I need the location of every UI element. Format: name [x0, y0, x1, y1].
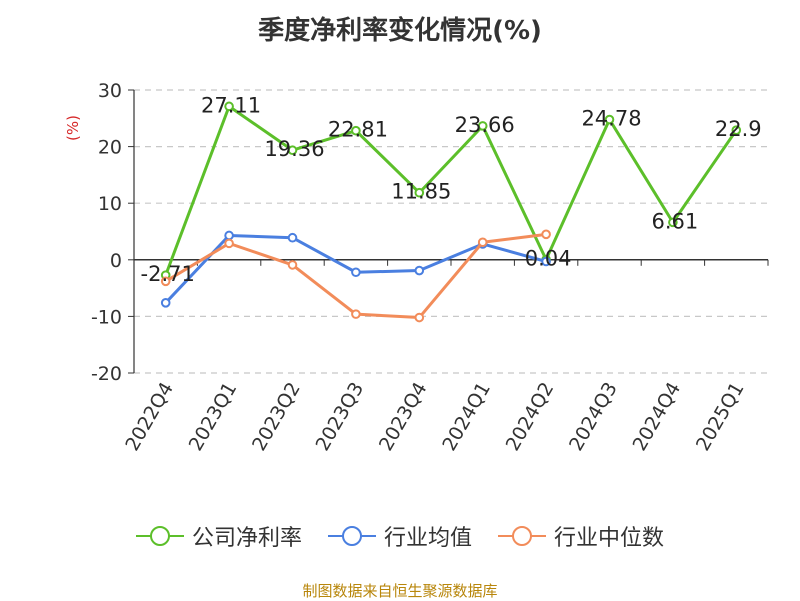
- data-point: [287, 145, 298, 156]
- source-note: 制图数据来自恒生聚源数据库: [302, 582, 498, 600]
- data-point: [224, 230, 234, 241]
- data-label: -2.71: [141, 262, 195, 286]
- legend-label: 公司净利率: [191, 526, 302, 551]
- x-tick-label: 2024Q4: [628, 379, 685, 455]
- x-tick-label: 2022Q4: [121, 379, 178, 455]
- data-point: [414, 265, 425, 276]
- series-line-0: [164, 104, 738, 276]
- x-tick-label: 2023Q4: [375, 379, 432, 455]
- x-tick-label: 2023Q3: [311, 379, 368, 455]
- y-tick-label: -10: [91, 306, 122, 328]
- legend-label: 行业中位数: [554, 526, 665, 551]
- data-point: [224, 101, 234, 112]
- data-label: 19.36: [264, 137, 324, 161]
- data-label: 0.04: [525, 247, 572, 271]
- x-tick-label: 2024Q1: [438, 379, 495, 455]
- data-point: [541, 256, 551, 267]
- data-point: [604, 114, 615, 125]
- x-tick-label: 2025Q1: [692, 379, 749, 455]
- data-point: [541, 229, 551, 240]
- data-point: [160, 276, 171, 287]
- legend-label: 行业均值: [383, 526, 472, 551]
- data-label: 23.66: [455, 113, 515, 137]
- legend-marker-icon: [498, 525, 546, 547]
- data-label: 6.61: [652, 209, 699, 233]
- x-tick-label: 2024Q2: [502, 379, 559, 455]
- legend-item-industry-median[interactable]: 行业中位数: [498, 520, 664, 552]
- chart-title: 季度净利率变化情况(%): [258, 16, 542, 46]
- x-tick-label: 2023Q1: [185, 379, 242, 455]
- data-point: [731, 125, 742, 135]
- data-point: [287, 232, 298, 243]
- y-tick-label: 0: [110, 250, 122, 272]
- data-point: [414, 187, 425, 198]
- data-label: 22.9: [715, 117, 762, 141]
- y-axis-label: (%): [64, 115, 82, 141]
- data-point: [668, 217, 678, 228]
- y-tick-label: 10: [98, 193, 122, 215]
- data-point: [287, 260, 298, 270]
- data-point: [477, 237, 488, 248]
- legend-item-industry-mean[interactable]: 行业均值: [327, 520, 472, 552]
- legend-marker-icon: [135, 525, 184, 547]
- data-label: 27.11: [201, 93, 261, 117]
- data-point: [351, 267, 361, 278]
- data-label: 11.85: [391, 180, 451, 204]
- data-point: [351, 309, 361, 319]
- data-label: 24.78: [581, 107, 641, 131]
- y-tick-label: -20: [91, 363, 122, 385]
- data-point: [160, 298, 171, 308]
- legend: 公司净利率 行业均值 行业中位数: [0, 520, 800, 552]
- legend-marker-icon: [327, 525, 376, 547]
- data-point: [224, 238, 234, 249]
- x-tick-label: 2024Q3: [565, 379, 622, 455]
- y-tick-label: 20: [98, 137, 122, 159]
- legend-item-company[interactable]: 公司净利率: [135, 520, 302, 552]
- data-point: [351, 125, 361, 136]
- y-tick-label: 30: [98, 80, 122, 102]
- x-tick-label: 2023Q2: [248, 379, 305, 455]
- data-point: [414, 312, 425, 323]
- data-point: [477, 121, 488, 131]
- data-label: 22.81: [328, 118, 388, 142]
